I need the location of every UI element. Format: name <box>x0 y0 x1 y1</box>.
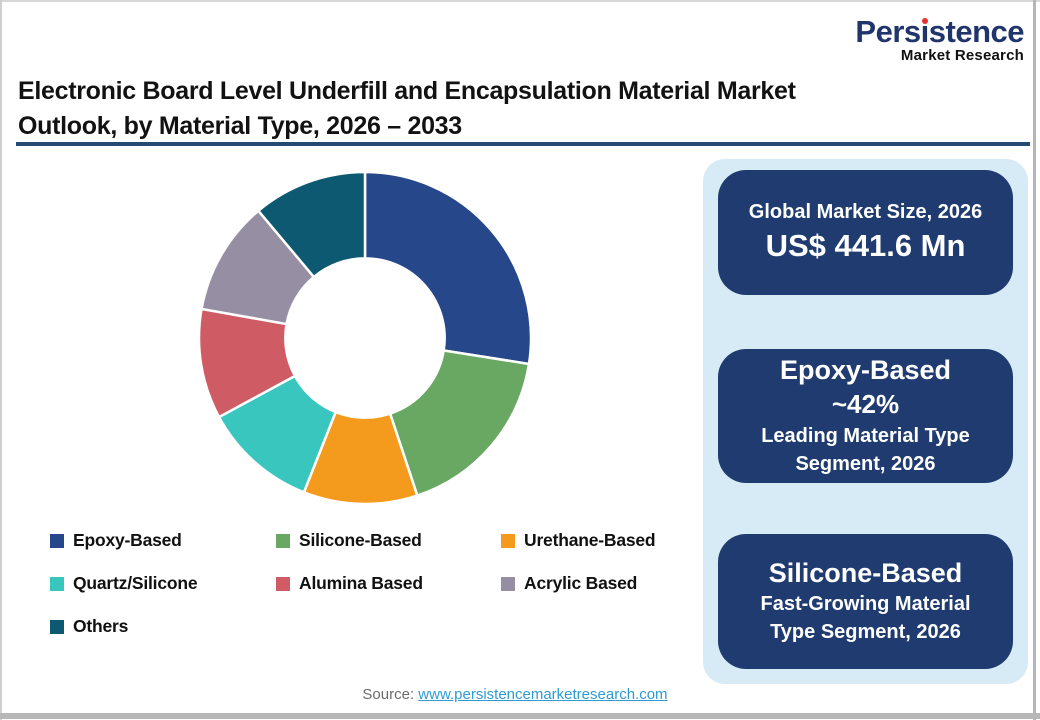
legend-label-epoxy-based: Epoxy-Based <box>73 530 182 550</box>
leading-segment-share: ~42% <box>831 388 900 419</box>
market-size-value: US$ 441.6 Mn <box>765 227 966 263</box>
fast-growing-segment-name: Silicone-Based <box>768 557 963 588</box>
leading-segment-desc: Leading Material Type Segment, 2026 <box>761 424 970 475</box>
frame-edge-left <box>0 0 2 720</box>
legend-swatch-quartz-silicone <box>50 576 64 591</box>
title-divider <box>16 142 1030 146</box>
brand-logo: Persıstence Market Research <box>855 16 1024 64</box>
brand-tagline: Market Research <box>900 47 1024 64</box>
legend-item-acrylic-based: Acrylic Based <box>501 573 700 594</box>
frame-edge-top <box>0 0 1040 2</box>
chart-legend: Epoxy-Based Silicone-Based Urethane-Based Q… <box>50 530 700 637</box>
source-link[interactable]: www.persistencemarketresearch.com <box>418 686 668 703</box>
legend-label-others: Others <box>73 616 129 636</box>
legend-label-silicone-based: Silicone-Based <box>299 530 422 550</box>
leading-segment-name: Epoxy-Based <box>779 355 952 386</box>
legend-item-silicone-based: Silicone-Based <box>276 530 501 551</box>
legend-label-acrylic-based: Acrylic Based <box>524 573 638 593</box>
donut-segment-silicone-based <box>388 349 531 497</box>
legend-item-epoxy-based: Epoxy-Based <box>50 530 276 551</box>
page-title-line2: Outlook, by Material Type, 2026 – 2033 <box>18 112 462 140</box>
donut-segment-epoxy-based <box>363 170 533 366</box>
legend-swatch-others <box>50 619 64 634</box>
legend-swatch-acrylic-based <box>501 576 515 591</box>
legend-item-quartz-silicone: Quartz/Silicone <box>50 573 276 594</box>
donut-segment-others <box>257 170 367 279</box>
legend-item-alumina-based: Alumina Based <box>276 573 501 594</box>
source-note: Source: www.persistencemarketresearch.co… <box>0 686 1030 703</box>
legend-label-alumina-based: Alumina Based <box>299 573 423 593</box>
legend-label-quartz-silicone: Quartz/Silicone <box>73 573 198 593</box>
legend-item-urethane-based: Urethane-Based <box>501 530 700 551</box>
stats-panel: Global Market Size, 2026 US$ 441.6 Mn Ep… <box>703 159 1028 684</box>
page-title: Electronic Board Level Underfill and Enc… <box>18 74 978 144</box>
donut-chart <box>197 170 533 506</box>
stat-card-global-market-size: Global Market Size, 2026 US$ 441.6 Mn <box>718 170 1013 295</box>
legend-swatch-epoxy-based <box>50 533 64 548</box>
stat-card-fast-growing-segment: Silicone-Based Fast-Growing Material Typ… <box>718 534 1013 669</box>
page-title-line1: Electronic Board Level Underfill and Enc… <box>18 77 796 105</box>
logo-red-dot-i: ı <box>920 14 930 49</box>
legend-item-others: Others <box>50 616 276 637</box>
market-size-title: Global Market Size, 2026 <box>748 200 983 223</box>
legend-swatch-alumina-based <box>276 576 290 591</box>
frame-edge-bottom <box>0 713 1040 719</box>
legend-label-urethane-based: Urethane-Based <box>524 530 656 550</box>
legend-swatch-urethane-based <box>501 533 515 548</box>
stat-card-leading-segment: Epoxy-Based ~42% Leading Material Type S… <box>718 349 1013 483</box>
source-label: Source: <box>362 686 415 703</box>
brand-name: Persıstence <box>855 14 1024 49</box>
frame-edge-right <box>1033 0 1036 720</box>
legend-swatch-silicone-based <box>276 533 290 548</box>
fast-growing-segment-desc: Fast-Growing Material Type Segment, 2026 <box>760 593 971 644</box>
